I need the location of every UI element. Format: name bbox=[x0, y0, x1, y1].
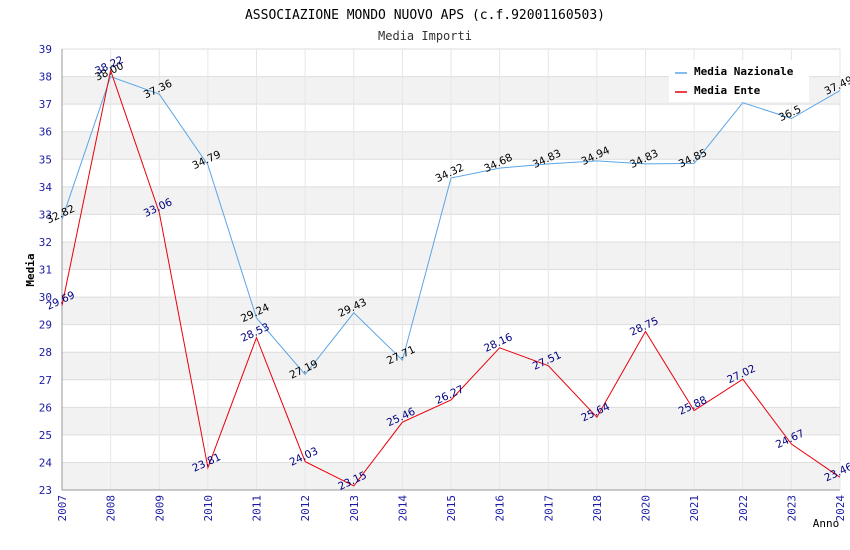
series-lines bbox=[61, 68, 841, 487]
x-tick-label: 2020 bbox=[640, 495, 653, 522]
y-tick-label: 28 bbox=[39, 346, 52, 359]
x-tick-label: 2012 bbox=[299, 495, 312, 522]
legend-box bbox=[669, 60, 809, 102]
y-axis-label: Media bbox=[24, 253, 37, 286]
y-tick-label: 30 bbox=[39, 291, 52, 304]
y-tick-label: 38 bbox=[39, 71, 52, 84]
x-axis-label: Anno bbox=[813, 517, 840, 530]
x-tick-label: 2023 bbox=[785, 495, 798, 522]
x-tick-label: 2024 bbox=[834, 495, 847, 522]
y-tick-label: 35 bbox=[39, 153, 52, 166]
series-line-media-ente bbox=[61, 68, 841, 487]
y-tick-label: 23 bbox=[39, 484, 52, 497]
x-tick-label: 2011 bbox=[251, 495, 264, 522]
y-tick-label: 37 bbox=[39, 98, 52, 111]
legend-label-nazionale: Media Nazionale bbox=[694, 65, 794, 78]
y-tick-label: 26 bbox=[39, 401, 52, 414]
x-tick-label: 2021 bbox=[688, 495, 701, 522]
x-tick-label: 2022 bbox=[737, 495, 750, 522]
x-tick-label: 2018 bbox=[591, 495, 604, 522]
y-tick-label: 24 bbox=[39, 456, 53, 469]
y-tick-label: 36 bbox=[39, 126, 52, 139]
x-tick-label: 2007 bbox=[56, 495, 69, 522]
x-tick-labels: 2007 2008 2009 2010 2011 2012 2013 2014 2015 2016… bbox=[56, 495, 847, 522]
x-tick-label: 2016 bbox=[494, 495, 507, 522]
x-tick-label: 2014 bbox=[396, 495, 409, 522]
x-tick-label: 2015 bbox=[445, 495, 458, 522]
chart-title: ASSOCIAZIONE MONDO NUOVO APS (c.f.920011… bbox=[245, 8, 605, 23]
legend: Media Nazionale Media Ente bbox=[669, 60, 809, 102]
x-tick-label: 2009 bbox=[153, 495, 166, 522]
data-label-ente: 26.27 bbox=[434, 383, 466, 407]
y-tick-labels: 23 24 25 26 27 28 29 30 31 32 33 34 35 36 37 38 39 bbox=[39, 43, 53, 497]
y-tick-label: 39 bbox=[39, 43, 52, 56]
axes bbox=[61, 49, 840, 491]
data-label-nazionale: 36.5 bbox=[777, 103, 803, 124]
x-tick-label: 2008 bbox=[105, 495, 118, 522]
x-tick-label: 2010 bbox=[202, 495, 215, 522]
x-tick-label: 2017 bbox=[542, 495, 555, 522]
series-line-media-nazionale bbox=[61, 75, 841, 376]
y-tick-label: 33 bbox=[39, 208, 52, 221]
y-tick-label: 31 bbox=[39, 264, 52, 277]
chart-subtitle: Media Importi bbox=[378, 29, 472, 43]
y-tick-label: 27 bbox=[39, 374, 52, 387]
x-tick-label: 2013 bbox=[348, 495, 361, 522]
legend-label-ente: Media Ente bbox=[694, 84, 761, 97]
data-label-nazionale: 32.82 bbox=[45, 203, 77, 227]
y-tick-label: 29 bbox=[39, 319, 52, 332]
y-tick-label: 34 bbox=[39, 181, 53, 194]
y-tick-label: 25 bbox=[39, 429, 52, 442]
y-tick-label: 32 bbox=[39, 236, 52, 249]
